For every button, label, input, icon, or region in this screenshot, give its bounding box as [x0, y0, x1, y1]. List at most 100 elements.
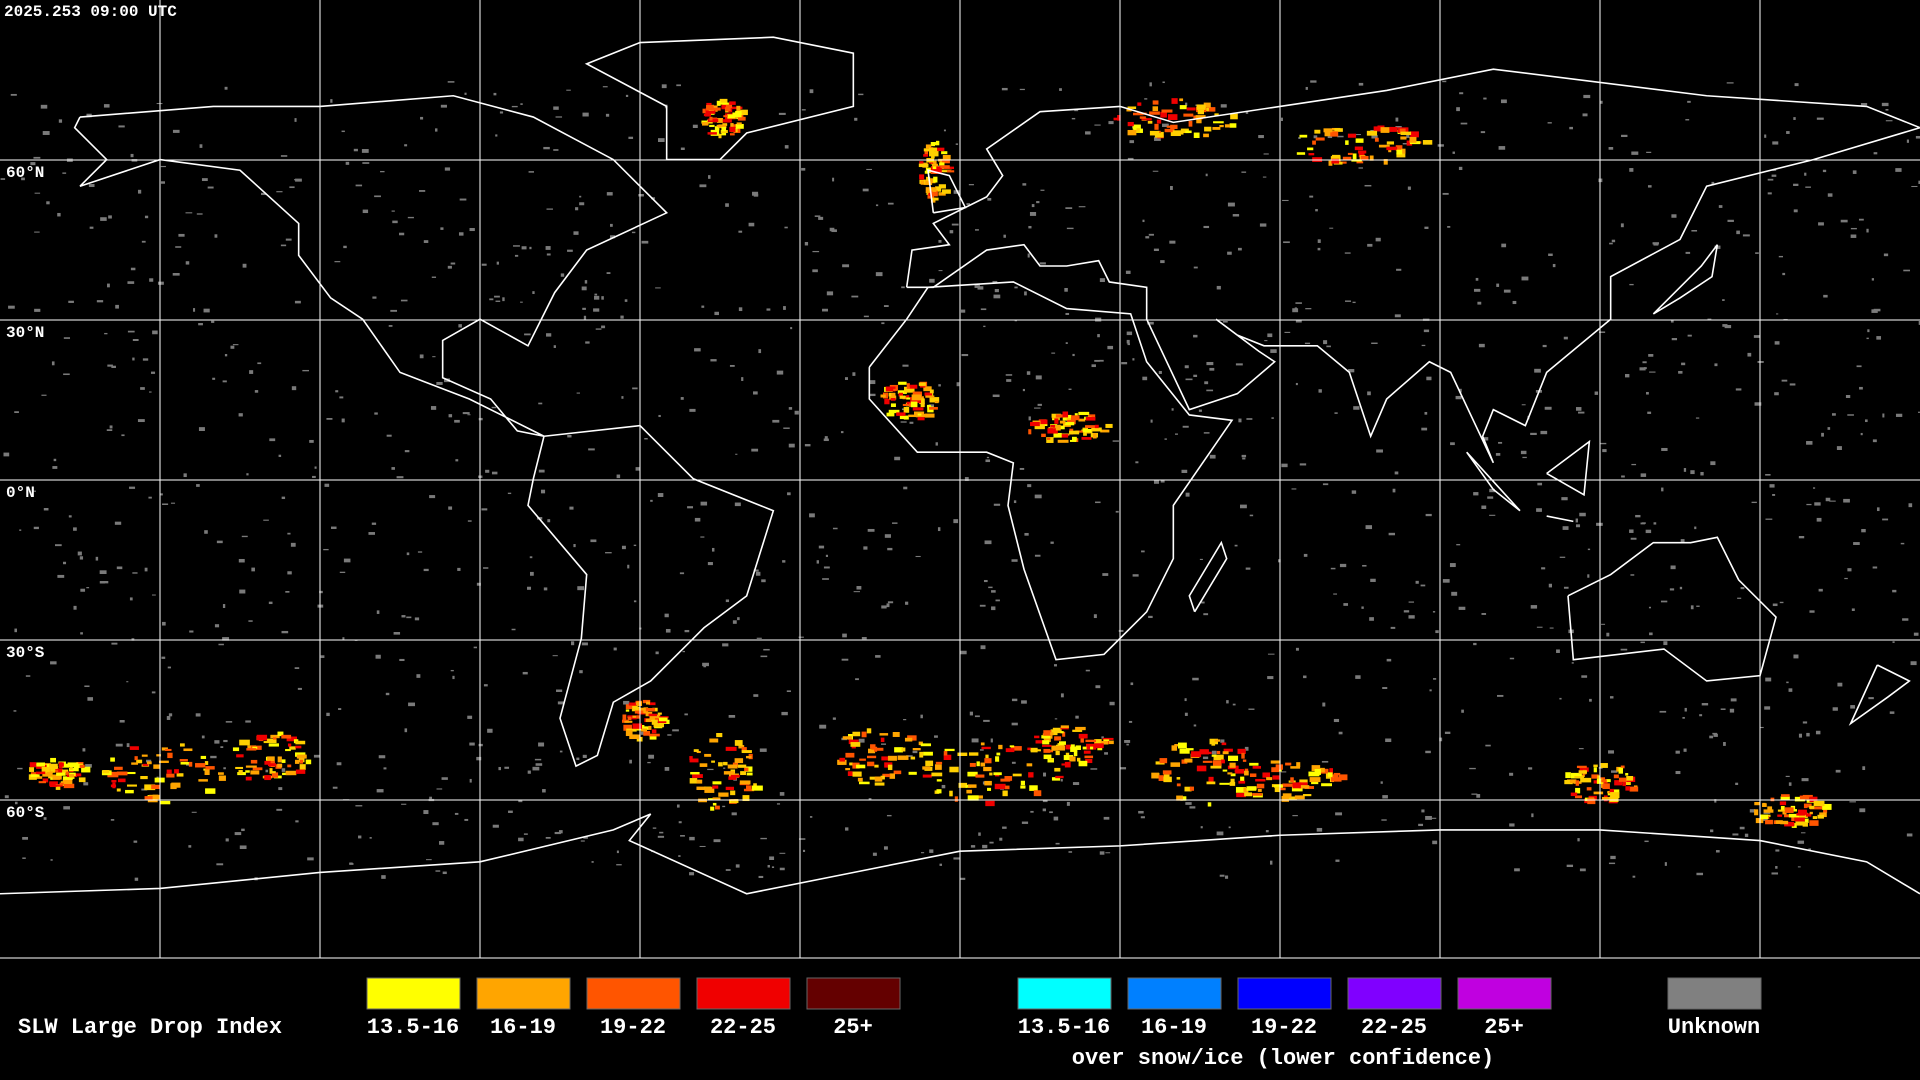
cloud-speck [1496, 283, 1500, 287]
cloud-speck [423, 568, 429, 572]
cloud-speck [649, 714, 661, 720]
cloud-speck [741, 750, 752, 754]
cloud-speck [189, 630, 194, 633]
cloud-speck [760, 655, 768, 658]
cloud-speck [1825, 497, 1831, 502]
cloud-speck [1244, 746, 1249, 751]
cloud-speck [1249, 514, 1254, 517]
cloud-speck [1160, 260, 1165, 264]
cloud-speck [1458, 166, 1463, 171]
cloud-speck [721, 130, 727, 136]
cloud-speck [249, 370, 254, 374]
cloud-speck [107, 364, 113, 367]
cloud-speck [401, 803, 407, 805]
cloud-speck [1421, 427, 1428, 431]
cloud-speck [132, 572, 138, 574]
cloud-speck [1753, 335, 1760, 338]
cloud-speck [1242, 759, 1247, 762]
cloud-speck [1402, 142, 1410, 145]
cloud-speck [779, 852, 786, 854]
cloud-speck [1892, 589, 1897, 593]
cloud-speck [1243, 787, 1249, 793]
cloud-speck [369, 837, 372, 839]
cloud-speck [1685, 119, 1690, 121]
cloud-speck [676, 804, 680, 808]
cloud-speck [252, 746, 258, 750]
cloud-speck [844, 377, 848, 380]
cloud-speck [1629, 529, 1634, 533]
cloud-speck [86, 113, 92, 118]
cloud-speck [1059, 420, 1066, 424]
cloud-speck [254, 390, 259, 393]
cloud-speck [1037, 403, 1042, 406]
cloud-speck [1788, 823, 1795, 826]
cloud-speck [1070, 415, 1080, 421]
cloud-speck [699, 845, 706, 848]
cloud-speck [823, 566, 830, 569]
cloud-speck [58, 119, 63, 123]
cloud-speck [890, 403, 896, 407]
cloud-speck [112, 782, 116, 789]
cloud-speck [246, 473, 249, 476]
cloud-speck [756, 637, 762, 639]
cloud-speck [1596, 522, 1603, 526]
cloud-speck [286, 736, 297, 742]
cloud-speck [738, 764, 747, 768]
cloud-speck [1097, 334, 1100, 338]
latitude-label: 60°S [6, 804, 45, 822]
cloud-speck [110, 757, 115, 762]
cloud-speck [1338, 161, 1347, 164]
cloud-speck [906, 397, 912, 400]
cloud-speck [32, 490, 37, 492]
cloud-speck [1105, 852, 1111, 854]
cloud-speck [933, 176, 938, 183]
cloud-speck [454, 812, 459, 815]
cloud-speck [1762, 817, 1768, 821]
cloud-speck [949, 230, 954, 234]
cloud-speck [175, 246, 182, 248]
cloud-speck [1092, 433, 1097, 439]
cloud-speck [987, 787, 992, 791]
cloud-speck [1814, 502, 1821, 506]
cloud-speck [245, 720, 251, 723]
cloud-speck [648, 713, 657, 717]
cloud-speck [1449, 563, 1456, 568]
cloud-speck [701, 305, 705, 308]
cloud-speck [1579, 868, 1586, 872]
cloud-speck [320, 655, 325, 658]
cloud-speck [707, 562, 713, 566]
cloud-speck [779, 867, 785, 871]
cloud-speck [826, 291, 834, 296]
cloud-speck [1184, 698, 1187, 702]
cloud-speck [542, 789, 546, 793]
cloud-speck [1829, 500, 1836, 502]
cloud-speck [993, 503, 1001, 506]
cloud-speck [722, 119, 732, 123]
cloud-speck [508, 810, 513, 813]
cloud-speck [349, 863, 354, 865]
cloud-speck [1629, 168, 1634, 172]
cloud-speck [1062, 731, 1066, 737]
cloud-speck [63, 373, 70, 376]
cloud-speck [1366, 130, 1378, 136]
cloud-speck [29, 762, 37, 768]
cloud-speck [257, 362, 262, 365]
cloud-speck [1104, 752, 1109, 755]
cloud-speck [137, 189, 142, 194]
legend-label: 16-19 [490, 1015, 556, 1040]
cloud-speck [985, 459, 991, 463]
cloud-speck [812, 269, 818, 273]
cloud-speck [953, 519, 959, 524]
cloud-speck [1819, 812, 1827, 818]
cloud-speck [1640, 522, 1646, 525]
cloud-speck [964, 477, 969, 481]
cloud-speck [1378, 144, 1390, 148]
cloud-speck [854, 117, 858, 121]
cloud-speck [504, 766, 510, 769]
cloud-speck [1396, 268, 1402, 271]
cloud-speck [114, 521, 122, 525]
cloud-speck [961, 354, 969, 357]
cloud-speck [391, 210, 395, 212]
cloud-speck [1019, 88, 1025, 91]
cloud-speck [1145, 236, 1150, 239]
